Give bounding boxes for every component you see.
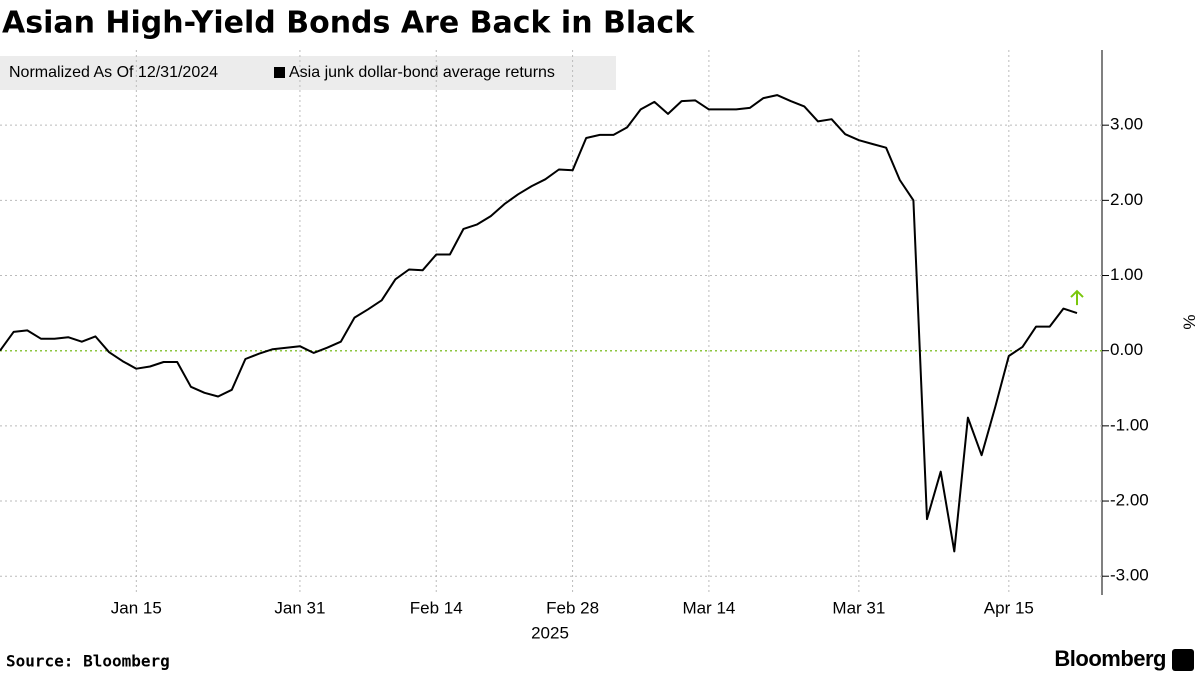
latest-arrow — [1070, 289, 1084, 306]
chart-title: Asian High-Yield Bonds Are Back in Black — [2, 6, 695, 41]
legend-swatch — [274, 67, 285, 78]
y-axis-label: % — [1180, 314, 1199, 329]
x-tick-label: Jan 31 — [274, 598, 325, 617]
x-tick-label: Feb 14 — [410, 598, 463, 617]
y-tick-label: 3.00 — [1110, 115, 1143, 134]
x-tick-label: Mar 14 — [682, 598, 735, 617]
legend-box — [0, 56, 616, 90]
x-tick-label: Apr 15 — [984, 598, 1034, 617]
source: Source: Bloomberg — [6, 652, 170, 671]
y-tick-label: 0.00 — [1110, 340, 1143, 359]
brand: Bloomberg — [1054, 646, 1166, 671]
x-tick-label: Jan 15 — [111, 598, 162, 617]
brand-icon — [1172, 649, 1194, 671]
x-tick-label: Mar 31 — [832, 598, 885, 617]
y-tick-label: 2.00 — [1110, 190, 1143, 209]
y-tick-label: 1.00 — [1110, 265, 1143, 284]
legend-note: Normalized As Of 12/31/2024 — [9, 64, 218, 81]
x-axis-label: 2025 — [531, 623, 569, 642]
legend-entry: Asia junk dollar-bond average returns — [289, 64, 555, 81]
y-tick-label: -1.00 — [1110, 415, 1149, 434]
y-tick-label: -2.00 — [1110, 491, 1149, 510]
y-tick-label: -3.00 — [1110, 566, 1149, 585]
x-tick-label: Feb 28 — [546, 598, 599, 617]
line-series — [0, 94, 1078, 553]
